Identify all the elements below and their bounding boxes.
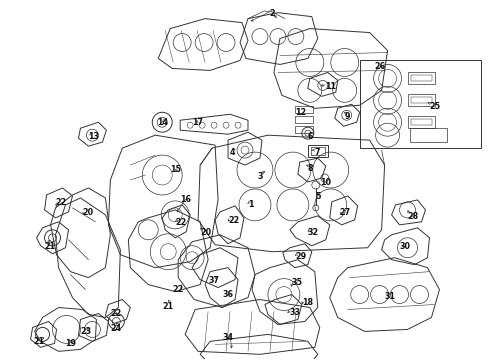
Text: 21: 21: [163, 302, 174, 311]
Text: 22: 22: [111, 310, 122, 319]
Text: 33: 33: [290, 307, 301, 316]
Bar: [410, 128, 447, 142]
Text: 20: 20: [200, 228, 211, 237]
Text: 32: 32: [308, 228, 319, 237]
Text: 37: 37: [209, 276, 220, 285]
Bar: [411, 97, 433, 103]
Bar: [408, 72, 436, 84]
Text: 16: 16: [180, 195, 191, 204]
Text: 8: 8: [308, 164, 314, 173]
Text: 21: 21: [33, 337, 44, 346]
Bar: [295, 116, 313, 123]
Text: 13: 13: [89, 132, 99, 141]
Bar: [295, 106, 313, 113]
Text: 21: 21: [45, 242, 56, 251]
Bar: [411, 119, 433, 125]
Text: 20: 20: [82, 208, 94, 217]
Text: 5: 5: [316, 192, 321, 201]
Text: 22: 22: [228, 216, 239, 225]
Text: 14: 14: [157, 118, 168, 127]
Text: 34: 34: [222, 333, 234, 342]
Text: 30: 30: [399, 242, 411, 251]
Text: 24: 24: [111, 324, 122, 333]
Text: 29: 29: [296, 252, 307, 261]
Text: 27: 27: [340, 208, 351, 217]
Text: 17: 17: [193, 118, 204, 127]
Text: 1: 1: [248, 200, 253, 209]
Bar: [408, 116, 436, 128]
Text: 11: 11: [325, 82, 336, 91]
Text: 28: 28: [408, 212, 419, 221]
Text: 9: 9: [345, 112, 350, 121]
Text: 12: 12: [295, 108, 306, 117]
Text: 36: 36: [222, 289, 234, 298]
Text: 26: 26: [374, 62, 385, 71]
Bar: [360, 60, 481, 148]
Text: 2: 2: [269, 9, 275, 18]
Text: 25: 25: [429, 102, 441, 111]
Text: 18: 18: [302, 298, 313, 307]
Text: 22: 22: [55, 198, 67, 207]
Text: 4: 4: [230, 148, 236, 157]
Text: 7: 7: [315, 148, 320, 157]
Bar: [308, 145, 328, 157]
Text: 22: 22: [175, 218, 187, 227]
Text: 22: 22: [172, 285, 184, 294]
Text: 31: 31: [385, 292, 395, 301]
Text: 6: 6: [308, 132, 313, 141]
Bar: [295, 126, 313, 133]
Text: 35: 35: [292, 278, 303, 287]
Text: 23: 23: [80, 328, 91, 337]
Bar: [411, 75, 433, 81]
Bar: [408, 94, 436, 106]
Text: 15: 15: [170, 165, 181, 174]
Text: 3: 3: [258, 172, 264, 181]
Text: 19: 19: [65, 339, 76, 348]
Text: 10: 10: [320, 178, 331, 187]
Bar: [311, 147, 325, 155]
